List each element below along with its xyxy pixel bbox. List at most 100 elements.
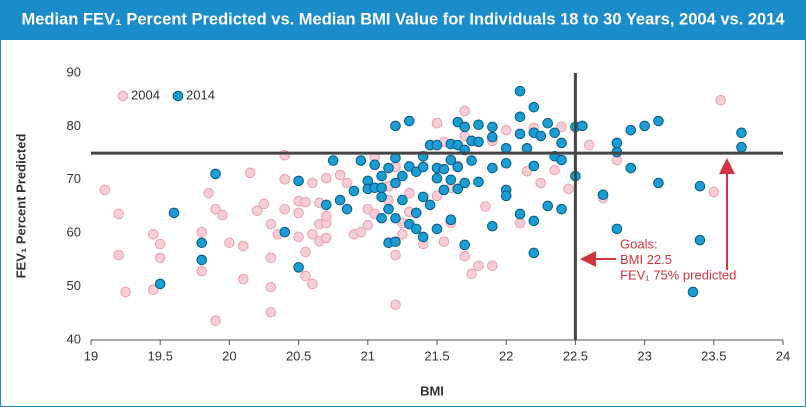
- point: [625, 124, 637, 136]
- point: [653, 115, 664, 127]
- point: [466, 268, 477, 280]
- title-bar: [0, 0, 806, 40]
- point: [279, 173, 291, 185]
- y-axis-label: FEV₁ Percent Predicted: [13, 134, 28, 279]
- point: [390, 236, 401, 248]
- point: [445, 154, 457, 166]
- y-tick-label: 70: [67, 171, 81, 186]
- point: [320, 232, 332, 244]
- point: [293, 231, 304, 243]
- point: [265, 281, 277, 293]
- point: [487, 131, 498, 143]
- point: [487, 260, 498, 272]
- point: [376, 212, 387, 224]
- point: [293, 207, 304, 219]
- point: [542, 117, 554, 129]
- x-tick-label: 24: [776, 348, 790, 363]
- x-tick-label: 19.5: [148, 348, 173, 363]
- point: [300, 270, 311, 282]
- x-tick-label: 20.5: [286, 348, 311, 363]
- point: [217, 209, 228, 221]
- point: [694, 180, 706, 192]
- point: [514, 111, 526, 123]
- point: [514, 217, 526, 229]
- point: [583, 139, 595, 151]
- point: [251, 205, 263, 217]
- point: [154, 278, 166, 290]
- point: [431, 117, 443, 129]
- legend-marker: [172, 90, 184, 102]
- point: [355, 155, 367, 166]
- annotation: BMI 22.5: [620, 252, 672, 267]
- point: [639, 120, 650, 132]
- point: [535, 177, 547, 189]
- point: [355, 226, 367, 238]
- point: [147, 228, 159, 240]
- point: [549, 127, 560, 139]
- point: [438, 184, 450, 196]
- point: [459, 177, 470, 189]
- point: [348, 185, 360, 197]
- point: [168, 207, 180, 219]
- point: [258, 198, 270, 210]
- point: [514, 85, 526, 97]
- point: [459, 239, 470, 251]
- y-tick-label: 40: [67, 331, 81, 346]
- point: [196, 254, 208, 266]
- point: [715, 94, 727, 106]
- point: [452, 161, 464, 173]
- point: [293, 262, 304, 273]
- point: [203, 187, 214, 199]
- x-tick-label: 22.5: [563, 348, 588, 363]
- point: [383, 162, 394, 174]
- point: [459, 250, 470, 262]
- point: [500, 157, 512, 169]
- point: [514, 128, 526, 140]
- point: [244, 167, 256, 179]
- point: [736, 127, 747, 139]
- point: [708, 186, 720, 198]
- point: [445, 214, 457, 226]
- point: [417, 191, 429, 203]
- point: [300, 246, 311, 258]
- point: [625, 162, 637, 174]
- point: [362, 219, 374, 231]
- point: [210, 315, 221, 327]
- point: [556, 137, 567, 149]
- point: [736, 141, 747, 153]
- point: [521, 165, 533, 177]
- point: [431, 223, 443, 235]
- point: [500, 124, 512, 136]
- point: [487, 220, 498, 232]
- point: [320, 172, 332, 184]
- y-tick-label: 60: [67, 225, 81, 240]
- point: [410, 207, 422, 219]
- point: [265, 252, 277, 264]
- point: [528, 247, 540, 259]
- point: [452, 183, 464, 195]
- point: [611, 137, 623, 149]
- x-axis-label: BMI: [420, 383, 444, 398]
- point: [320, 199, 332, 211]
- point: [334, 169, 346, 181]
- point: [528, 215, 540, 227]
- legend-label: 2004: [131, 87, 160, 102]
- x-tick-label: 23: [637, 348, 651, 363]
- point: [459, 121, 470, 133]
- point: [556, 203, 567, 215]
- point: [653, 177, 664, 189]
- point: [473, 260, 484, 272]
- point: [473, 136, 484, 148]
- x-tick-label: 21.5: [424, 348, 449, 363]
- point: [424, 199, 436, 211]
- point: [410, 223, 422, 235]
- point: [487, 162, 498, 174]
- point: [417, 161, 429, 173]
- point: [687, 286, 699, 298]
- x-tick-label: 22: [499, 348, 513, 363]
- point: [466, 155, 477, 166]
- point: [404, 115, 415, 127]
- point: [196, 226, 208, 238]
- point: [341, 203, 353, 215]
